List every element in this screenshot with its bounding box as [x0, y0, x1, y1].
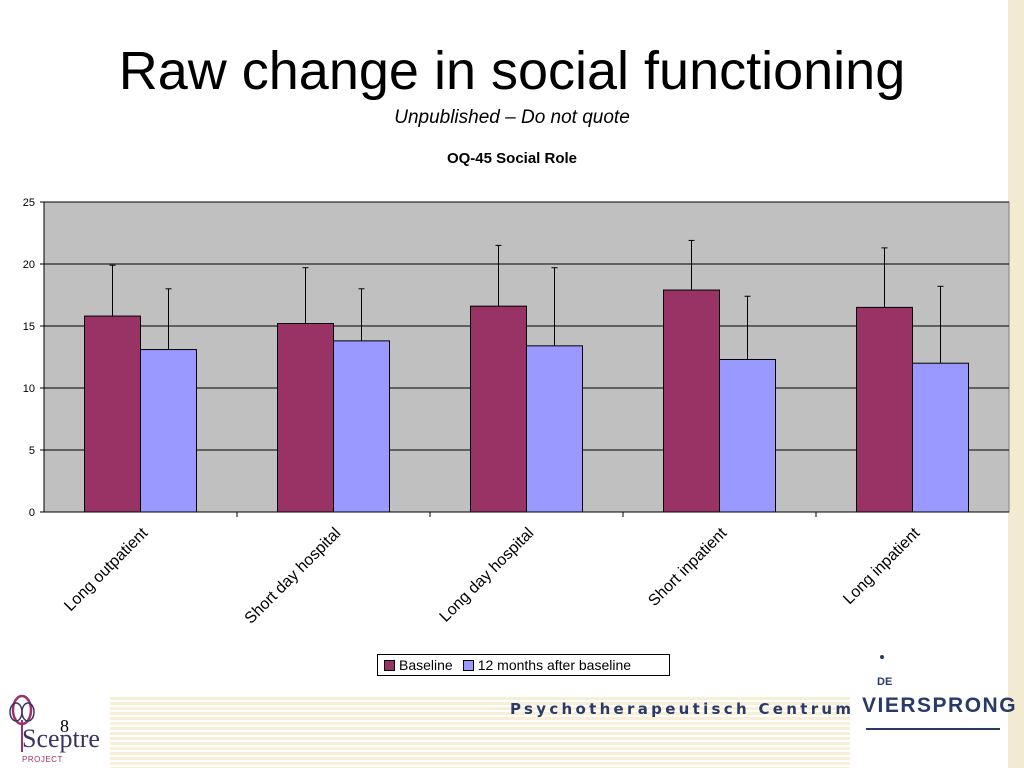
bar-followup — [719, 358, 776, 513]
bar-baseline — [856, 306, 913, 513]
slide-subtitle: Unpublished – Do not quote — [394, 107, 630, 128]
bar-baseline — [663, 289, 720, 513]
y-tick-label: 15 — [23, 321, 35, 333]
slide-title: Raw change in social functioning — [118, 41, 906, 101]
footer-band — [110, 697, 850, 768]
sceptre-logo-word: Sceptre — [22, 724, 100, 753]
bar-followup — [526, 345, 583, 513]
bar-baseline — [277, 323, 334, 513]
vierspong-dot-icon — [880, 655, 884, 659]
chart: OQ-45 Social Role 0 5 10 15 20 25 Long outpati… — [23, 150, 1010, 628]
bar-baseline — [470, 305, 527, 513]
y-tick-label: 25 — [23, 197, 35, 209]
y-tick-label: 5 — [29, 445, 35, 457]
y-tick-label: 20 — [23, 259, 35, 271]
legend-item-followup: 12 months after baseline — [462, 657, 632, 673]
x-tick-label: Long day hospital — [437, 525, 538, 626]
legend-swatch-followup — [462, 659, 474, 671]
bar-followup — [140, 349, 197, 513]
x-tick-label: Short inpatient — [645, 524, 730, 609]
legend-swatch-baseline — [384, 659, 395, 671]
legend-label-followup: 12 months after baseline — [477, 657, 632, 673]
page-number: 8 — [60, 716, 69, 736]
bar-followup — [912, 362, 969, 513]
right-edge-stripe — [1008, 0, 1024, 768]
bar-baseline — [84, 315, 141, 513]
vierspong-logo-line — [866, 728, 1000, 730]
vierspong-logo-name: VIERSPRONG — [862, 694, 1018, 717]
chart-title: OQ-45 Social Role — [447, 150, 577, 167]
sceptre-logo-icon — [9, 694, 35, 752]
x-tick-label: Short day hospital — [242, 525, 345, 628]
legend-item-baseline: Baseline — [384, 657, 453, 673]
chart-legend: Baseline 12 months after baseline — [377, 654, 670, 676]
legend-label-baseline: Baseline — [399, 657, 453, 673]
sceptre-logo-sub: PROJECT — [22, 755, 63, 764]
vierspong-logo-prefix: DE — [877, 676, 893, 688]
footer-centre-text: Psychotherapeutisch Centrum — [510, 700, 855, 718]
x-tick-label: Long inpatient — [840, 524, 923, 607]
y-tick-label: 0 — [29, 507, 35, 519]
x-tick-label: Long outpatient — [61, 524, 151, 614]
y-tick-label: 10 — [23, 383, 35, 395]
bar-followup — [333, 340, 390, 513]
